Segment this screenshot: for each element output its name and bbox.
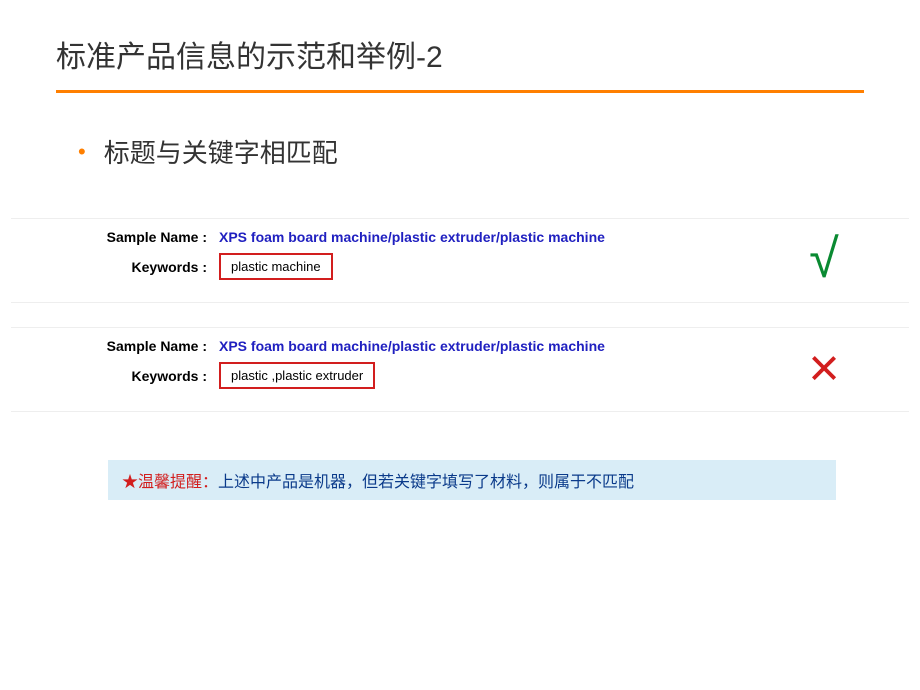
bullet-row: • 标题与关键字相匹配 xyxy=(78,133,864,170)
reminder-label: 温馨提醒： xyxy=(138,474,218,491)
field-row-sample-name-2: Sample Name : XPS foam board machine/pla… xyxy=(39,338,789,354)
keywords-value-correct: plastic machine xyxy=(219,253,333,280)
sample-name-label: Sample Name : xyxy=(39,229,219,245)
slide-container: 标准产品信息的示范和举例-2 • 标题与关键字相匹配 Sample Name :… xyxy=(0,0,920,532)
example-correct-fields: Sample Name : XPS foam board machine/pla… xyxy=(39,229,789,288)
example-correct: Sample Name : XPS foam board machine/pla… xyxy=(11,218,909,303)
slide-title: 标准产品信息的示范和举例-2 xyxy=(56,32,864,93)
field-row-keywords: Keywords : plastic machine xyxy=(39,253,789,280)
check-icon: √ xyxy=(789,232,859,286)
sample-name-value-wrong: XPS foam board machine/plastic extruder/… xyxy=(219,338,605,354)
sample-name-label-2: Sample Name : xyxy=(39,338,219,354)
reminder-box: ★温馨提醒：上述中产品是机器，但若关键字填写了材料，则属于不匹配 xyxy=(108,460,836,500)
keywords-value-wrong: plastic ,plastic extruder xyxy=(219,362,375,389)
cross-icon: × xyxy=(789,341,859,395)
keywords-label-2: Keywords : xyxy=(39,368,219,384)
field-row-keywords-2: Keywords : plastic ,plastic extruder xyxy=(39,362,789,389)
reminder-text: 上述中产品是机器，但若关键字填写了材料，则属于不匹配 xyxy=(218,474,634,491)
example-wrong-fields: Sample Name : XPS foam board machine/pla… xyxy=(39,338,789,397)
bullet-icon: • xyxy=(78,141,86,163)
field-row-sample-name: Sample Name : XPS foam board machine/pla… xyxy=(39,229,789,245)
bullet-text: 标题与关键字相匹配 xyxy=(104,133,338,170)
sample-name-value-correct: XPS foam board machine/plastic extruder/… xyxy=(219,229,605,245)
example-wrong: Sample Name : XPS foam board machine/pla… xyxy=(11,327,909,412)
reminder-star-icon: ★ xyxy=(122,474,138,491)
keywords-label: Keywords : xyxy=(39,259,219,275)
